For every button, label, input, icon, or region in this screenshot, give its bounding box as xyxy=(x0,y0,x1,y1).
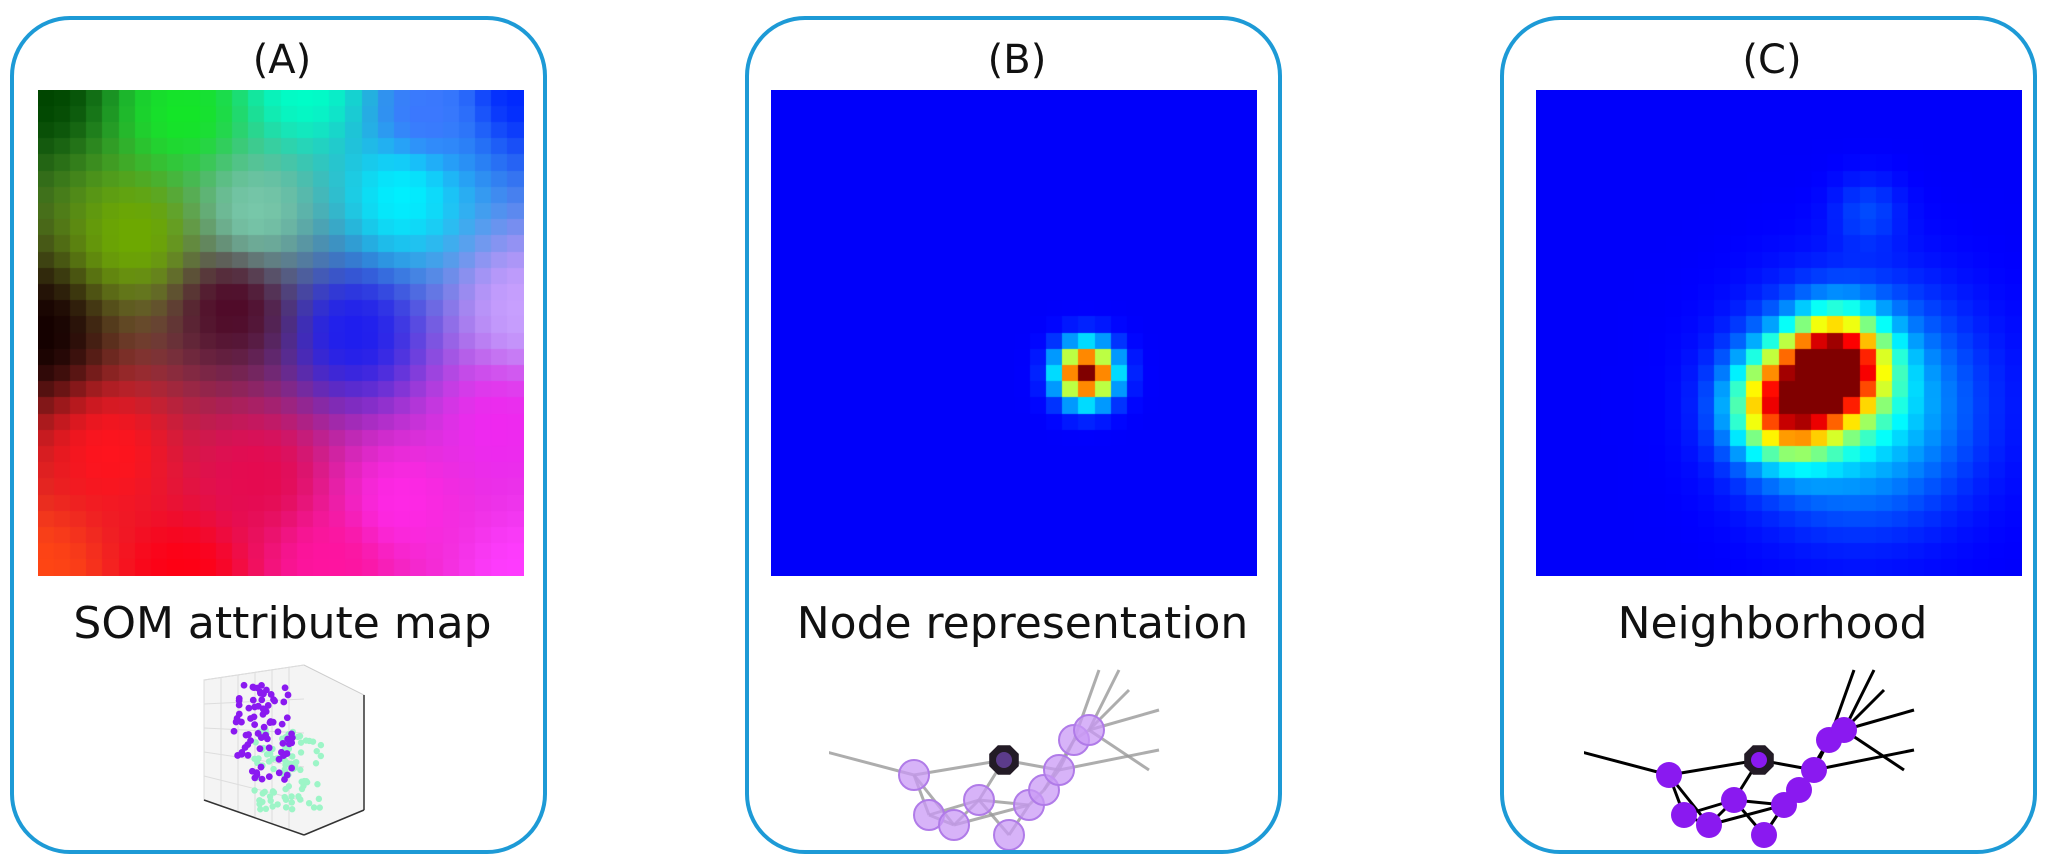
node-representation-graph xyxy=(829,669,1160,850)
neighborhood-graph xyxy=(1584,669,1915,848)
panel-b-label: (B) xyxy=(957,34,1077,86)
panel-c: (C) Neighborhood xyxy=(1500,16,2037,854)
panel-c-caption: Neighborhood xyxy=(1617,598,1928,649)
som-attribute-map-heatmap xyxy=(38,90,524,576)
neighborhood-heatmap xyxy=(1536,90,2022,576)
panel-c-label: (C) xyxy=(1712,34,1832,86)
panel-b-caption: Node representation xyxy=(796,598,1249,649)
panel-b: (B) Node representation xyxy=(745,16,1282,854)
panel-a: (A) SOM attribute map xyxy=(10,16,547,854)
panel-a-caption: SOM attribute map xyxy=(73,598,492,649)
panel-a-label: (A) xyxy=(222,34,342,86)
3d-scatter-plot xyxy=(203,664,365,836)
node-representation-heatmap xyxy=(771,90,1257,576)
